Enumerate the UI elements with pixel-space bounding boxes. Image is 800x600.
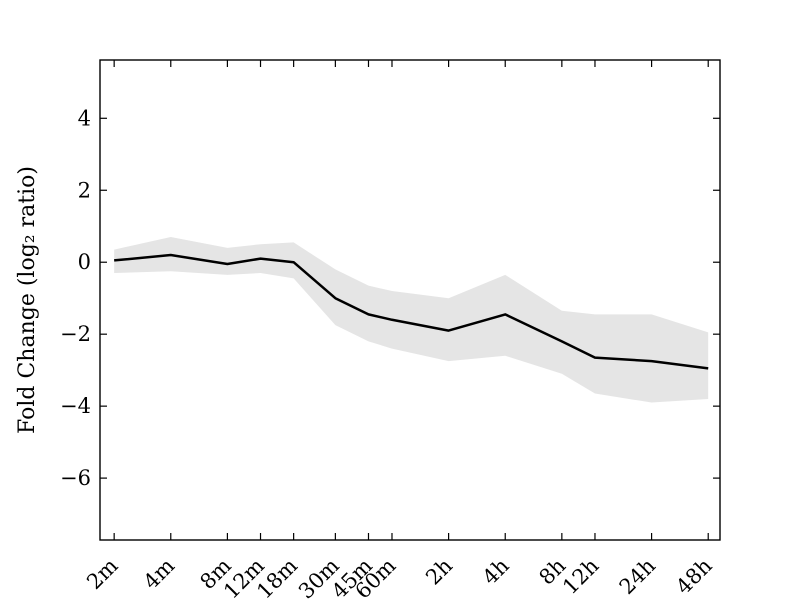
- x-tick-label: 2h: [421, 554, 457, 590]
- x-tick-label: 4h: [478, 554, 514, 590]
- y-tick-label: −2: [60, 322, 91, 346]
- series-line-mean-fold-change: [114, 253, 709, 370]
- y-axis-label: Fold Change (log₂ ratio): [15, 166, 40, 434]
- x-tick-label: 24h: [615, 554, 660, 599]
- x-tick-label: 4m: [139, 554, 180, 595]
- x-tick-label: 12h: [558, 554, 603, 599]
- confidence-band: [114, 237, 709, 403]
- y-tick-label: −4: [60, 394, 91, 418]
- y-tick-label: −6: [60, 466, 91, 490]
- x-tick-label: 2m: [82, 554, 123, 595]
- x-tick-label: 48h: [671, 554, 716, 599]
- y-tick-label: 4: [78, 106, 91, 130]
- y-tick-label: 2: [78, 178, 91, 202]
- y-tick-label: 0: [78, 250, 91, 274]
- plot-frame: [99, 59, 721, 541]
